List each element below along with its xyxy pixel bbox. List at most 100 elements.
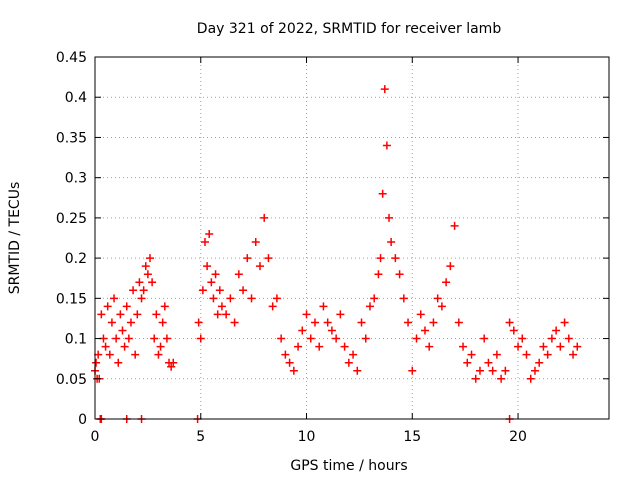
x-axis-label: GPS time / hours [290, 458, 407, 474]
data-point [471, 374, 480, 383]
data-point [505, 318, 514, 327]
data-point [217, 302, 226, 311]
data-point [156, 342, 165, 351]
data-point [357, 318, 366, 327]
data-point [433, 294, 442, 303]
data-point [215, 286, 224, 295]
data-point [467, 350, 476, 359]
x-tick-label: 15 [403, 429, 421, 445]
data-point [404, 318, 413, 327]
data-point [501, 366, 510, 375]
chart-title: Day 321 of 2022, SRMTID for receiver lam… [197, 21, 502, 37]
data-point [340, 342, 349, 351]
data-point [247, 294, 256, 303]
data-point [294, 342, 303, 351]
data-point [289, 366, 298, 375]
data-point [110, 294, 119, 303]
data-point [552, 326, 561, 335]
data-point [154, 350, 163, 359]
data-point [344, 358, 353, 367]
data-point [251, 238, 260, 247]
data-point [429, 318, 438, 327]
y-tick-label: 0.1 [65, 332, 87, 348]
data-point [327, 326, 336, 335]
data-point [492, 350, 501, 359]
data-point [306, 334, 315, 343]
data-point [463, 358, 472, 367]
data-point [323, 318, 332, 327]
x-tick-label: 0 [91, 429, 100, 445]
data-point [209, 294, 218, 303]
y-tick-label: 0.45 [56, 50, 87, 66]
data-point [234, 270, 243, 279]
data-point [497, 374, 506, 383]
data-point [539, 342, 548, 351]
x-tick-label: 10 [298, 429, 316, 445]
data-point [124, 334, 133, 343]
data-point [277, 334, 286, 343]
data-point [103, 302, 112, 311]
data-point [122, 302, 131, 311]
data-point [97, 310, 106, 319]
data-point [556, 342, 565, 351]
data-point [454, 318, 463, 327]
data-point [459, 342, 468, 351]
data-point [105, 350, 114, 359]
data-point [116, 310, 125, 319]
data-point [264, 254, 273, 263]
data-point [332, 334, 341, 343]
data-point [395, 270, 404, 279]
data-point [399, 294, 408, 303]
grid [95, 57, 609, 419]
data-point [230, 318, 239, 327]
data-point [518, 334, 527, 343]
data-point [129, 286, 138, 295]
data-point [139, 286, 148, 295]
data-point [272, 294, 281, 303]
data-point [207, 278, 216, 287]
data-point [484, 358, 493, 367]
data-point [196, 334, 205, 343]
data-point [416, 310, 425, 319]
data-point [425, 342, 434, 351]
data-point [137, 294, 146, 303]
data-point [141, 262, 150, 271]
data-point [94, 350, 103, 359]
data-point [285, 358, 294, 367]
data-point [526, 374, 535, 383]
data-point [380, 85, 389, 94]
data-point [543, 350, 552, 359]
data-point [158, 318, 167, 327]
data-point [310, 318, 319, 327]
data-point [437, 302, 446, 311]
x-tick-label: 20 [509, 429, 527, 445]
y-tick-label: 0.25 [56, 211, 87, 227]
data-point [200, 238, 209, 247]
data-point [143, 270, 152, 279]
data-point [530, 366, 539, 375]
data-point [255, 262, 264, 271]
data-point [131, 350, 140, 359]
data-point [150, 334, 159, 343]
data-point [365, 302, 374, 311]
data-point [535, 358, 544, 367]
data-point [133, 310, 142, 319]
data-point [169, 358, 178, 367]
data-point [569, 350, 578, 359]
data-point [319, 302, 328, 311]
data-point [211, 270, 220, 279]
data-points [91, 85, 582, 423]
y-tick-label: 0.3 [65, 171, 87, 187]
y-tick-label: 0 [78, 412, 87, 428]
data-point [382, 141, 391, 150]
data-point [420, 326, 429, 335]
data-point [222, 310, 231, 319]
data-point [387, 238, 396, 247]
y-tick-label: 0.4 [65, 90, 87, 106]
data-point [376, 254, 385, 263]
data-point [167, 362, 176, 371]
y-tick-label: 0.15 [56, 291, 87, 307]
data-point [162, 334, 171, 343]
data-point [446, 262, 455, 271]
